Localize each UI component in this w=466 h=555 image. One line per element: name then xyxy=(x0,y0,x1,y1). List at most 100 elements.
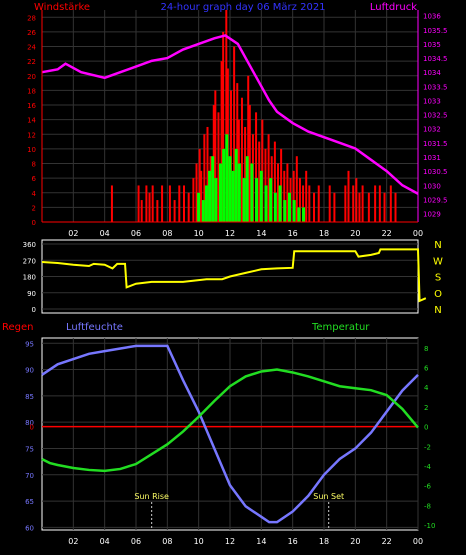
wind-tick-label: 4 xyxy=(32,190,37,198)
gust-bar xyxy=(242,178,246,222)
temperature-tick-label: -2 xyxy=(424,443,431,451)
rain-label: Regen xyxy=(2,322,34,333)
right-axis-label: Luftdruck xyxy=(370,2,417,13)
wind-bar xyxy=(151,185,154,222)
gust-bar xyxy=(250,163,254,222)
wind-bar xyxy=(200,170,203,222)
humidity-tick-label: 85 xyxy=(25,393,34,401)
wind-bar xyxy=(308,185,311,222)
gust-bar xyxy=(302,207,306,222)
wind-bar xyxy=(244,126,247,222)
wind-bar xyxy=(145,185,148,222)
direction-tick-label: 90 xyxy=(27,290,36,298)
wind-bar xyxy=(273,141,276,222)
wind-bar xyxy=(355,178,358,222)
humidity-tick-label: 80 xyxy=(25,419,34,427)
wind-bar xyxy=(295,156,298,222)
wind-bar xyxy=(347,170,350,222)
pressure-tick-labels: 1029 1029.5 1030 1030.5 1031 1031.5 1032 1032.5… xyxy=(423,13,448,219)
gust-bar xyxy=(292,200,296,222)
humidity-tick-label: 95 xyxy=(25,340,34,348)
wind-bar xyxy=(317,185,320,222)
x-tick-label: 12 xyxy=(225,537,235,546)
gust-bar xyxy=(283,200,287,222)
wind-bar xyxy=(178,185,181,222)
gust-bar xyxy=(234,148,238,222)
pressure-tick-label: 1031.5 xyxy=(423,140,448,148)
gust-bar xyxy=(201,200,205,222)
pressure-line xyxy=(41,34,419,195)
sun-annotation: Sun Rise xyxy=(134,492,169,501)
pressure-tick-label: 1035 xyxy=(423,41,441,49)
x-tick-label: 04 xyxy=(100,229,110,238)
pressure-tick-label: 1033 xyxy=(423,97,441,105)
wind-tick-label: 6 xyxy=(32,175,37,183)
wind-bar xyxy=(195,163,198,222)
pressure-tick-label: 1029.5 xyxy=(423,196,448,204)
temperature-tick-label: -4 xyxy=(424,463,432,471)
compass-label: O xyxy=(434,289,442,300)
wind-bar xyxy=(378,185,381,222)
x-tick-label: 20 xyxy=(350,229,360,238)
wind-bar xyxy=(389,185,392,222)
temperature-tick-label: -8 xyxy=(424,502,431,510)
x-tick-label: 12 xyxy=(225,229,235,238)
wind-bar xyxy=(292,170,295,222)
pressure-tick-label: 1033.5 xyxy=(423,83,448,91)
humidity-temp-panel: Regen Luftfeuchte Temperatur Sun Rise Sun… xyxy=(2,322,435,546)
pressure-tick-label: 1034.5 xyxy=(423,55,448,63)
wind-bar xyxy=(313,192,316,222)
pressure-tick-label: 1034 xyxy=(423,69,441,77)
wind-pressure-panel: Windstärke 24-hour graph day 06 März 202… xyxy=(27,2,447,238)
pressure-tick-label: 1035.5 xyxy=(423,27,448,35)
gust-bar xyxy=(219,163,223,222)
gust-bar xyxy=(245,156,249,222)
wind-bar xyxy=(110,185,113,222)
wind-bar xyxy=(198,148,201,222)
wind-tick-label: 0 xyxy=(32,219,36,227)
wind-bar xyxy=(344,185,347,222)
gust-bar xyxy=(204,185,208,222)
wind-bar xyxy=(255,112,258,222)
x-tick-label: 16 xyxy=(288,537,298,546)
temperature-tick-label: 0 xyxy=(424,424,428,432)
pressure-tick-label: 1036 xyxy=(423,13,441,21)
temperature-line xyxy=(41,368,419,473)
wind-bar xyxy=(352,185,355,222)
temperature-tick-label: 8 xyxy=(424,345,428,353)
gust-bar xyxy=(208,170,212,222)
wind-bar xyxy=(137,185,140,222)
pressure-tick-label: 1030 xyxy=(423,182,441,190)
temperature-tick-label: 4 xyxy=(424,384,429,392)
gust-bar xyxy=(197,192,201,222)
wind-bar xyxy=(156,200,159,222)
wind-bar xyxy=(267,134,270,222)
direction-line xyxy=(41,248,427,303)
pressure-tick-label: 1031 xyxy=(423,154,441,162)
pressure-tick-label: 1029 xyxy=(423,211,441,219)
wind-tick-label: 2 xyxy=(32,204,36,212)
x-tick-label: 22 xyxy=(382,537,392,546)
x-tick-labels: 02 04 06 08 10 12 14 16 18 20 22 00 xyxy=(68,229,423,238)
wind-tick-label: 10 xyxy=(27,146,36,154)
direction-tick-label: 360 xyxy=(23,241,36,249)
wind-bar xyxy=(283,170,286,222)
wind-bar xyxy=(168,185,171,222)
x-tick-label: 00 xyxy=(413,229,423,238)
gust-bar xyxy=(225,134,229,222)
x-tick-label: 22 xyxy=(382,229,392,238)
x-tick-label: 00 xyxy=(413,537,423,546)
direction-tick-label: 180 xyxy=(23,274,36,282)
x-tick-label: 04 xyxy=(100,537,110,546)
grid xyxy=(42,338,419,530)
wind-bar xyxy=(148,192,151,222)
sun-annotations: Sun Rise Sun Set xyxy=(134,492,344,530)
gust-bar xyxy=(264,185,268,222)
wind-bar xyxy=(277,163,279,222)
rain-zero-label: 0 xyxy=(30,424,34,432)
wind-tick-label: 26 xyxy=(27,29,36,37)
x-tick-label: 08 xyxy=(162,537,172,546)
wind-tick-label: 8 xyxy=(32,161,36,169)
sun-annotation: Sun Set xyxy=(313,492,344,501)
